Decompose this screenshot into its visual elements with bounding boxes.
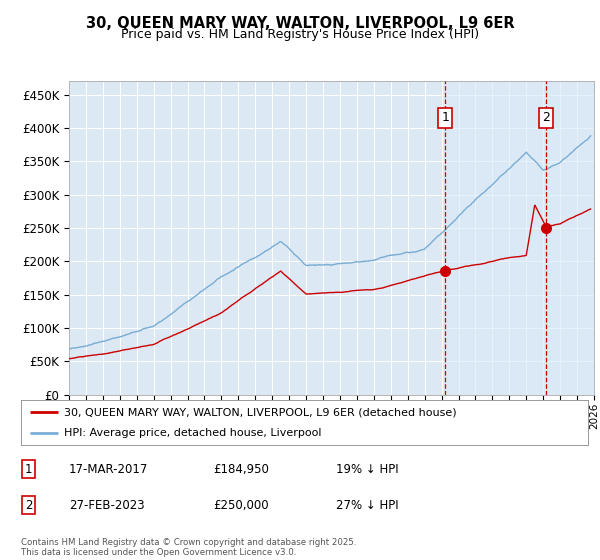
Text: 1: 1: [25, 463, 32, 476]
Text: 27% ↓ HPI: 27% ↓ HPI: [336, 498, 398, 512]
Text: 2: 2: [25, 498, 32, 512]
Text: 27-FEB-2023: 27-FEB-2023: [69, 498, 145, 512]
Text: 30, QUEEN MARY WAY, WALTON, LIVERPOOL, L9 6ER (detached house): 30, QUEEN MARY WAY, WALTON, LIVERPOOL, L…: [64, 408, 456, 418]
Text: 30, QUEEN MARY WAY, WALTON, LIVERPOOL, L9 6ER: 30, QUEEN MARY WAY, WALTON, LIVERPOOL, L…: [86, 16, 514, 31]
Text: Contains HM Land Registry data © Crown copyright and database right 2025.
This d: Contains HM Land Registry data © Crown c…: [21, 538, 356, 557]
Text: 17-MAR-2017: 17-MAR-2017: [69, 463, 148, 476]
Text: 1: 1: [441, 111, 449, 124]
Text: Price paid vs. HM Land Registry's House Price Index (HPI): Price paid vs. HM Land Registry's House …: [121, 28, 479, 41]
Text: £184,950: £184,950: [213, 463, 269, 476]
Bar: [445, 81, 594, 395]
Text: 2: 2: [542, 111, 550, 124]
Text: 19% ↓ HPI: 19% ↓ HPI: [336, 463, 398, 476]
Text: £250,000: £250,000: [213, 498, 269, 512]
Text: HPI: Average price, detached house, Liverpool: HPI: Average price, detached house, Live…: [64, 428, 321, 438]
